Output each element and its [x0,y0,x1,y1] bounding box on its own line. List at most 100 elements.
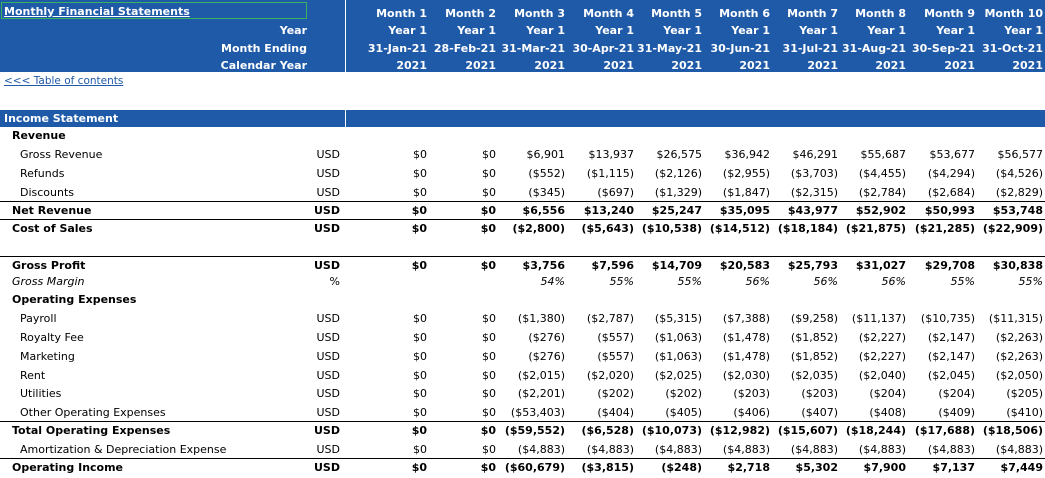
value-cell: ($22,909) [982,222,1043,235]
unit-cell: USD [314,204,340,217]
selected-cell[interactable] [1,2,307,19]
column-header-year: Year 1 [1004,24,1043,37]
value-cell: ($2,126) [654,167,702,180]
value-cell: 55% [609,275,634,288]
value-cell: $0 [413,387,427,400]
table-row: Marketing USD $0 $0 ($276) ($557) ($1,063) ($1,… [0,347,1045,366]
table-row: Net Revenue USD $0 $0 $6,556 $13,240 $25,247 $3… [0,201,1045,220]
value-cell: $6,901 [526,148,566,161]
value-cell: ($404) [597,406,634,419]
header-label-row: Year [0,21,1045,40]
header-title-row: Monthly Financial Statements [0,2,1045,21]
row-border [0,201,1045,202]
value-cell: ($204) [938,387,975,400]
value-cell: ($552) [528,167,565,180]
value-cell: ($1,852) [790,350,838,363]
value-cell: $2,718 [727,461,770,474]
row-label: Operating Income [12,461,124,474]
table-row: Total Operating Expenses USD $0 $0 ($59,552)… [0,421,1045,440]
value-cell: $0 [482,350,496,363]
row-label: Revenue [12,129,66,142]
column-header-month: Month 6 [719,7,770,20]
value-cell: $43,977 [787,204,838,217]
value-cell: ($2,040) [858,369,906,382]
toc-row: <<< Table of contents [0,72,1045,91]
value-cell: $0 [482,312,496,325]
value-cell: $0 [411,424,427,437]
column-header-year: Year 1 [457,24,496,37]
row-label: Total Operating Expenses [12,424,171,437]
value-cell: $0 [413,148,427,161]
row-label: Cost of Sales [12,222,93,235]
value-cell: ($1,063) [654,331,702,344]
row-label: Amortization & Depreciation Expense [20,443,227,456]
unit-cell: USD [316,406,340,419]
unit-cell: USD [316,387,340,400]
value-cell: ($4,883) [586,443,634,456]
value-cell: ($4,455) [858,167,906,180]
value-cell: $25,793 [787,259,838,272]
value-cell: ($9,258) [790,312,838,325]
value-cell: ($2,784) [858,186,906,199]
value-cell: ($557) [597,350,634,363]
section-title: Income Statement [4,112,119,125]
value-cell: $0 [482,443,496,456]
value-cell: ($2,263) [995,331,1043,344]
value-cell: $13,240 [583,204,634,217]
unit-cell: USD [316,331,340,344]
value-cell: ($203) [733,387,770,400]
value-cell: 54% [540,275,565,288]
column-divider [345,0,346,127]
value-cell: $0 [411,259,427,272]
value-cell: ($14,512) [709,222,770,235]
header-row-month: Month 1 Month 2 Month 3 Month 4 Month 5 Month… [0,4,1045,23]
unit-cell: USD [316,312,340,325]
row-border [0,458,1045,459]
value-cell: ($3,815) [581,461,634,474]
value-cell: ($17,688) [914,424,975,437]
value-cell: ($5,643) [581,222,634,235]
row-label: Gross Profit [12,259,86,272]
value-cell: ($1,063) [654,350,702,363]
value-cell: ($276) [528,350,565,363]
value-cell: $0 [480,204,496,217]
column-header-cal: 2021 [534,59,565,72]
header-label: Calendar Year [220,59,307,72]
table-of-contents-link[interactable]: <<< Table of contents [4,75,124,87]
value-cell: $20,583 [719,259,770,272]
value-cell: ($2,263) [995,350,1043,363]
value-cell: ($202) [597,387,634,400]
unit-cell: USD [314,222,340,235]
value-cell: $0 [482,167,496,180]
value-cell: ($21,285) [914,222,975,235]
value-cell: $0 [482,331,496,344]
unit-cell: USD [314,424,340,437]
row-label: Refunds [20,167,65,180]
value-cell: ($15,607) [777,424,838,437]
value-cell: ($1,478) [722,350,770,363]
value-cell: ($2,201) [517,387,565,400]
column-header-cal: 2021 [465,59,496,72]
value-cell: ($2,035) [790,369,838,382]
column-header-cal: 2021 [739,59,770,72]
value-cell: $6,556 [522,204,565,217]
header-label-row: Calendar Year [0,56,1045,75]
row-border [0,421,1045,422]
column-header-month: Month 7 [787,7,838,20]
value-cell: $0 [413,406,427,419]
value-cell: ($6,528) [581,424,634,437]
value-cell: ($2,684) [927,186,975,199]
sheet-title[interactable]: Monthly Financial Statements [4,5,190,18]
column-header-month: Month 5 [651,7,702,20]
value-cell: ($4,883) [722,443,770,456]
table-row: Operating Expenses [0,290,1045,309]
column-header-ending: 31-Oct-21 [982,42,1043,55]
unit-cell: % [329,275,340,288]
value-cell: ($4,883) [790,443,838,456]
value-cell: ($60,679) [504,461,565,474]
unit-cell: USD [316,186,340,199]
value-cell: $0 [411,204,427,217]
value-cell: $26,575 [656,148,703,161]
table-row: Gross Revenue USD $0 $0 $6,901 $13,937 $26,575… [0,145,1045,164]
table-row: Utilities USD $0 $0 ($2,201) ($202) ($202) ($20… [0,384,1045,403]
